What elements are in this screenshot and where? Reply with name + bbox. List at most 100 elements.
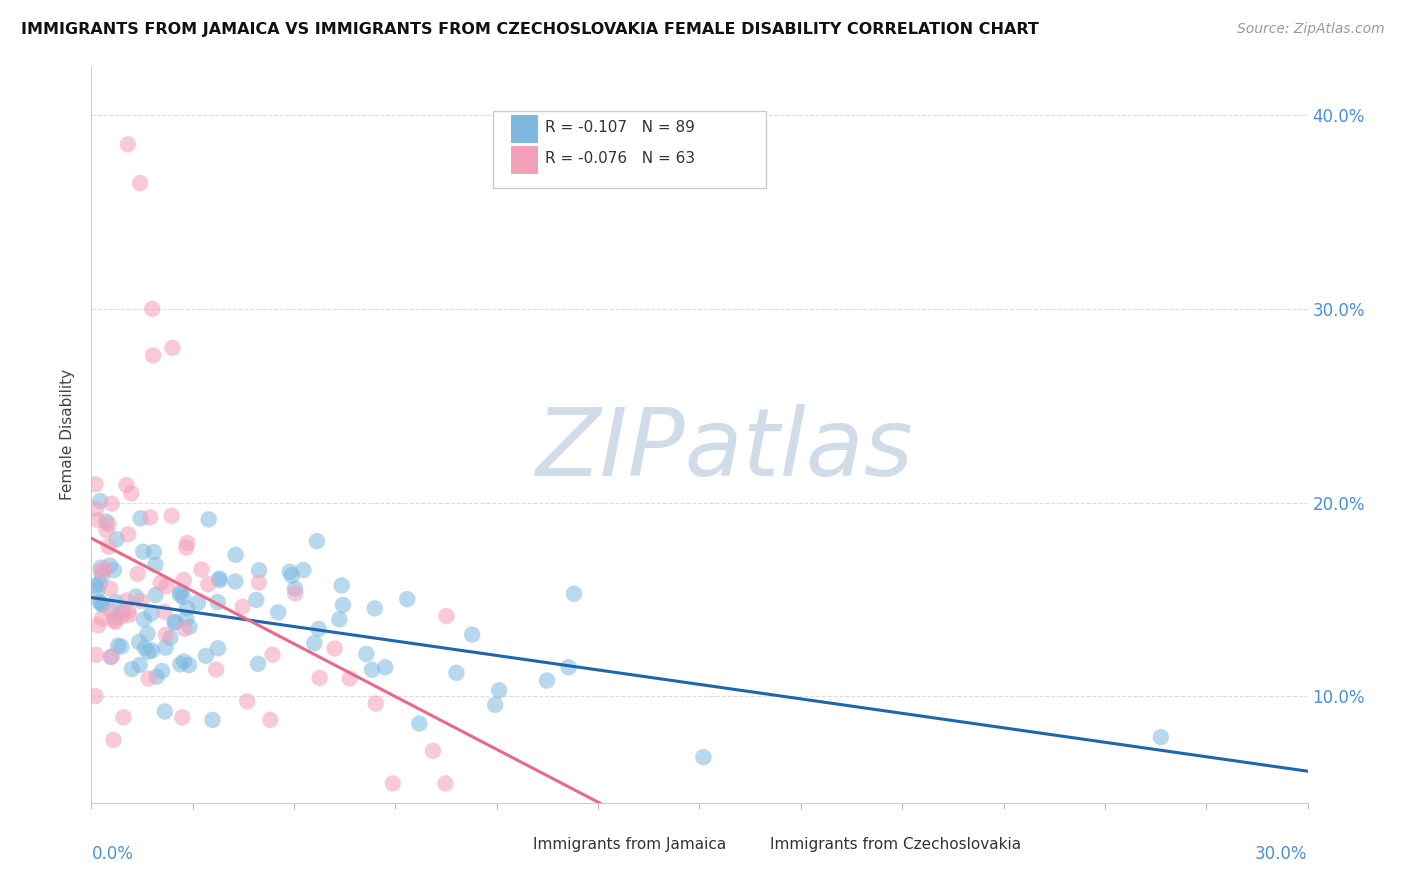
Point: [142, 348, 165, 362]
Point: [96, 515, 118, 529]
Point: [84, 477, 107, 491]
Point: [89, 577, 111, 591]
Point: [163, 615, 186, 629]
Point: [173, 573, 195, 587]
Point: [361, 663, 384, 677]
Point: [107, 639, 129, 653]
Point: [422, 744, 444, 758]
Point: [208, 572, 231, 586]
Point: [155, 640, 177, 655]
Point: [153, 705, 176, 719]
Point: [86, 513, 108, 527]
Point: [156, 579, 179, 593]
Point: [278, 565, 301, 579]
Point: [194, 648, 217, 663]
Bar: [505, 834, 527, 855]
Point: [138, 672, 160, 686]
Point: [121, 662, 143, 676]
Point: [179, 620, 201, 634]
Point: [138, 645, 160, 659]
Text: Immigrants from Czechoslovakia: Immigrants from Czechoslovakia: [770, 838, 1021, 852]
Point: [84, 501, 107, 516]
Point: [132, 544, 155, 558]
Point: [91, 568, 114, 582]
Point: [173, 622, 195, 636]
Point: [141, 301, 163, 316]
Point: [117, 604, 139, 618]
Point: [128, 635, 150, 649]
Point: [103, 614, 125, 628]
Point: [323, 641, 346, 656]
Point: [236, 694, 259, 708]
Point: [536, 673, 558, 688]
Point: [89, 494, 111, 508]
Point: [292, 563, 315, 577]
Point: [374, 660, 396, 674]
Point: [97, 540, 120, 554]
Point: [141, 607, 163, 621]
Point: [117, 527, 139, 541]
Text: Immigrants from Jamaica: Immigrants from Jamaica: [533, 838, 725, 852]
Point: [190, 562, 212, 576]
Point: [174, 541, 197, 555]
Point: [160, 508, 183, 523]
Point: [308, 622, 330, 636]
Point: [129, 511, 152, 525]
Point: [284, 586, 307, 600]
Point: [245, 593, 267, 607]
Point: [201, 713, 224, 727]
Point: [100, 650, 122, 665]
Point: [408, 716, 430, 731]
Point: [169, 588, 191, 602]
Point: [247, 563, 270, 577]
Point: [177, 658, 200, 673]
Text: Source: ZipAtlas.com: Source: ZipAtlas.com: [1237, 22, 1385, 37]
Text: 0.0%: 0.0%: [91, 846, 134, 863]
Point: [136, 626, 159, 640]
Point: [105, 533, 128, 547]
Point: [339, 672, 361, 686]
Text: R = -0.107   N = 89: R = -0.107 N = 89: [546, 120, 695, 136]
Point: [262, 648, 284, 662]
Point: [103, 732, 125, 747]
Point: [84, 648, 107, 662]
Point: [129, 594, 152, 608]
Point: [132, 612, 155, 626]
Point: [145, 588, 167, 602]
Point: [159, 631, 181, 645]
Point: [84, 579, 107, 593]
Point: [484, 698, 506, 712]
Text: IMMIGRANTS FROM JAMAICA VS IMMIGRANTS FROM CZECHOSLOVAKIA FEMALE DISABILITY CORR: IMMIGRANTS FROM JAMAICA VS IMMIGRANTS FR…: [21, 22, 1039, 37]
Point: [127, 566, 149, 581]
Bar: [742, 834, 763, 855]
Point: [111, 609, 134, 624]
Point: [90, 612, 112, 626]
Point: [172, 710, 194, 724]
Point: [173, 654, 195, 668]
Y-axis label: Female Disability: Female Disability: [60, 369, 76, 500]
Point: [150, 664, 173, 678]
Point: [145, 558, 167, 572]
Point: [90, 596, 112, 610]
Point: [165, 615, 187, 630]
Text: R = -0.076   N = 63: R = -0.076 N = 63: [546, 152, 695, 167]
Point: [117, 137, 139, 152]
Point: [205, 663, 228, 677]
Point: [356, 647, 378, 661]
Point: [104, 615, 127, 629]
Point: [176, 601, 198, 615]
Point: [364, 697, 387, 711]
Point: [91, 598, 114, 612]
Point: [332, 598, 354, 612]
FancyBboxPatch shape: [492, 111, 766, 188]
Point: [118, 607, 141, 622]
Point: [139, 510, 162, 524]
Point: [98, 582, 121, 596]
Point: [232, 599, 254, 614]
Point: [304, 636, 326, 650]
Point: [247, 575, 270, 590]
Point: [207, 595, 229, 609]
Point: [84, 690, 107, 704]
Point: [176, 536, 198, 550]
Point: [446, 665, 468, 680]
